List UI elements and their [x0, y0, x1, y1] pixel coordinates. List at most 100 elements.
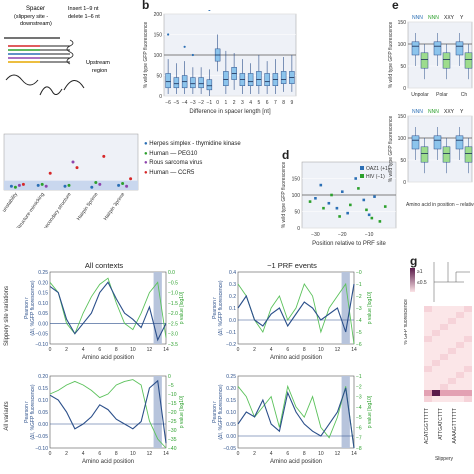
box	[433, 135, 442, 150]
colorbar	[410, 268, 415, 292]
data-point	[98, 182, 102, 186]
x-tick-label: 6	[286, 347, 289, 353]
x-tick-label: 8	[303, 347, 306, 353]
x-axis-label: Amino acid position	[82, 459, 134, 465]
y-tick-label: 150	[398, 114, 407, 120]
y-tick-label: 50	[400, 64, 406, 70]
heatmap-cell	[440, 324, 448, 330]
y-tick-label: 0.05	[38, 311, 48, 317]
x-axis-label: Amino acid position	[82, 355, 134, 361]
heatmap-cell	[440, 312, 448, 318]
heatmap-cell	[424, 342, 432, 348]
x-tick-label: Polar	[436, 92, 448, 98]
y2-tick-label: −20	[168, 410, 177, 416]
box	[433, 41, 442, 56]
heatmap-cell	[432, 396, 440, 402]
heatmap-cell	[424, 330, 432, 336]
y2-tick-label: −10	[168, 392, 177, 398]
y-tick-label: 100	[154, 53, 163, 59]
heatmap-cell	[448, 396, 456, 402]
y-axis-sublabel: (ΔI, %GFP fluorescence)	[30, 384, 36, 440]
x-tick-label: 7	[274, 100, 277, 106]
data-point	[63, 184, 67, 188]
y-axis-label: Pearson r	[24, 401, 30, 423]
chart-g-heatmap: ≥1 ≤0.5 % GFP fluorescence ACATGGTTTTT ATTGA…	[404, 262, 472, 462]
highlight-band	[341, 376, 350, 448]
group-label: NNN	[412, 15, 423, 21]
x-tick-label: 10	[318, 451, 324, 457]
box	[264, 73, 270, 87]
schematic-lines	[4, 37, 85, 96]
y-tick-label: 0.20	[38, 374, 48, 380]
x-tick-label: Unpolar	[411, 92, 429, 98]
y-tick-label: 0.00	[226, 434, 236, 440]
box	[411, 135, 420, 150]
box	[442, 52, 451, 69]
heatmap-cell	[440, 342, 448, 348]
heatmap-cell	[456, 378, 464, 384]
x-tick-label: 6	[286, 451, 289, 457]
y2-tick-label: −1	[356, 282, 362, 288]
data-point	[314, 197, 317, 200]
plot-area	[49, 375, 167, 449]
data-point	[40, 182, 44, 186]
heatmap-cell	[456, 360, 464, 366]
x-tick-label: unstability	[1, 191, 19, 213]
box	[420, 146, 429, 163]
y-tick-label: −0.10	[35, 342, 48, 348]
x-tick-label: 2	[253, 347, 256, 353]
column-label: AAAAGTTTTTT	[452, 408, 458, 444]
data-point	[378, 220, 382, 223]
data-point	[335, 206, 339, 210]
y-axis-sublabel: (ΔI, %GFP fluorescence)	[218, 280, 224, 336]
heatmap-cell	[440, 330, 448, 336]
y-axis-label: Pearson r	[212, 297, 218, 319]
legend-swatch	[360, 166, 364, 170]
heatmap-cell	[424, 396, 432, 402]
box	[198, 77, 204, 89]
x-tick-label: −2	[198, 100, 204, 106]
highlight-band	[153, 376, 162, 448]
group-label: NNN	[428, 109, 439, 115]
row-label: All variants	[4, 401, 10, 430]
data-point	[125, 184, 129, 188]
y-axis-label: % wild type GFP fluorescence	[281, 161, 287, 228]
heatmap-cell	[432, 354, 440, 360]
group-label: Y	[460, 109, 464, 115]
x-tick-label: 12	[335, 347, 341, 353]
x-tick-label: 2	[233, 100, 236, 106]
legend-entry: ● Herpes simplex - thymidine kinase	[144, 141, 241, 147]
heatmap-cell	[464, 336, 472, 342]
heatmap-cell	[456, 312, 464, 318]
y2-tick-label: −7	[356, 436, 362, 442]
colorbar-tick: ≤0.5	[417, 280, 427, 286]
heatmap-cell	[440, 396, 448, 402]
y-tick-label: 0.3	[229, 282, 236, 288]
data-point	[319, 183, 323, 187]
heatmap-cell	[432, 318, 440, 324]
x-tick-label: Hairpin 5prime	[76, 192, 100, 222]
data-point	[370, 216, 374, 220]
data-point	[340, 190, 344, 193]
y-tick-label: 0	[159, 94, 162, 100]
box	[442, 146, 451, 163]
heatmap-cell	[424, 348, 432, 354]
x-tick-label: 8	[115, 347, 118, 353]
x-tick-label: −30	[311, 232, 320, 238]
data-point	[373, 195, 376, 198]
heatmap-cell	[448, 330, 456, 336]
x-tick-label: Ch	[461, 92, 468, 98]
heatmap-cell	[464, 354, 472, 360]
heatmap-cell	[448, 324, 456, 330]
y-tick-label: 0.10	[38, 398, 48, 404]
box	[464, 146, 473, 163]
box	[206, 79, 213, 91]
heatmap-cell	[424, 336, 432, 342]
x-tick-label: 10	[318, 347, 324, 353]
data-point	[102, 154, 106, 158]
y2-tick-label: −5	[356, 415, 362, 421]
y-tick-label: 0	[297, 226, 300, 232]
y2-tick-label: −3.5	[168, 342, 178, 348]
heatmap-cell	[440, 378, 448, 384]
pvalue-line	[49, 379, 167, 449]
